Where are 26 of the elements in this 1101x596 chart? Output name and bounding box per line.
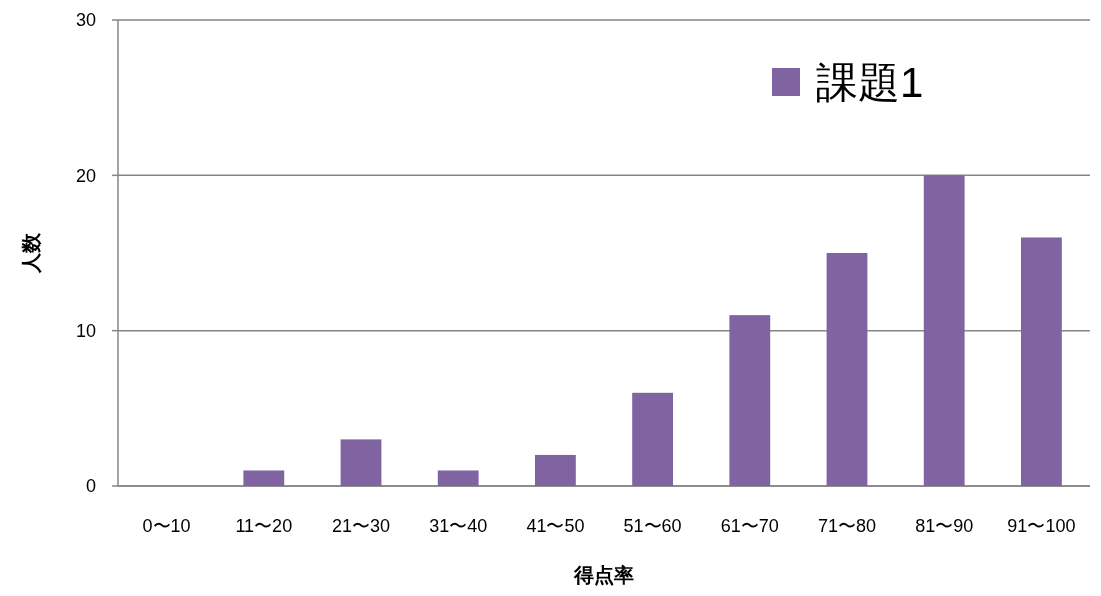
bar <box>1020 237 1062 486</box>
x-tick-label: 51〜60 <box>623 516 682 536</box>
x-axis-title: 得点率 <box>573 564 634 586</box>
bar <box>340 439 382 486</box>
x-tick-label: 0〜10 <box>142 516 191 536</box>
y-tick-label: 20 <box>75 165 96 186</box>
x-tick-label: 31〜40 <box>429 516 488 536</box>
x-tick-label: 11〜20 <box>235 516 293 536</box>
x-tick-label: 21〜30 <box>331 516 391 536</box>
y-tick-label: 10 <box>75 320 96 341</box>
x-tick-label: 41〜50 <box>526 516 585 536</box>
x-tick-label: 71〜80 <box>817 516 877 536</box>
y-tick-label: 0 <box>85 476 96 497</box>
bar <box>243 470 285 486</box>
y-axis-title: 人数 <box>20 232 42 274</box>
bar <box>826 253 868 486</box>
bar <box>729 315 771 486</box>
bar <box>923 175 965 486</box>
x-tick-label: 61〜70 <box>720 516 779 536</box>
bar <box>437 470 479 486</box>
y-tick-label: 30 <box>75 10 96 31</box>
x-tick-label: 81〜90 <box>915 516 974 536</box>
bar <box>534 454 576 486</box>
bar <box>632 392 674 486</box>
x-tick-label: 91〜100 <box>1007 516 1076 536</box>
legend-label: 課題1 <box>816 58 924 106</box>
